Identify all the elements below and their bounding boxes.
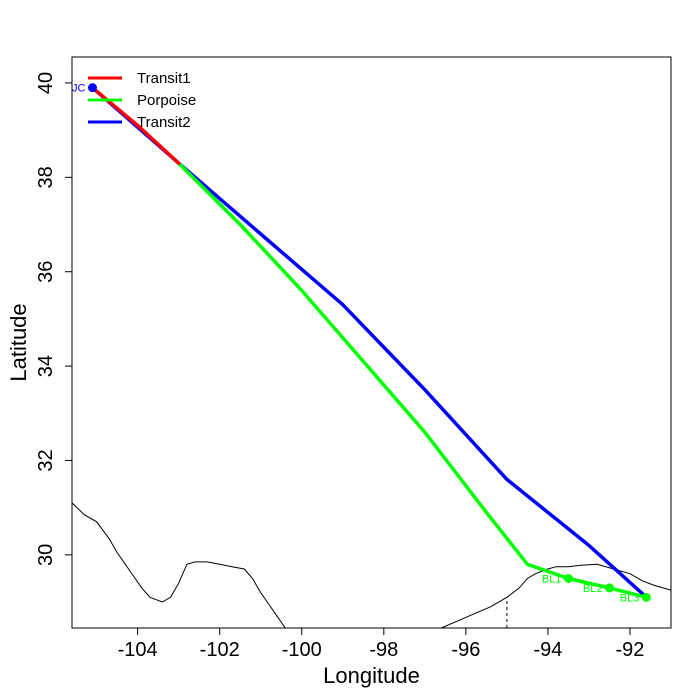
border-line [72,502,286,628]
data-points: JC BL1 BL2 BL3 [72,83,651,604]
plot-frame [71,56,672,629]
x-tick-label: -92 [616,639,645,661]
x-tick-label: -102 [200,639,240,661]
point-bl3 [641,592,651,602]
y-tick-label: 30 [35,544,57,566]
x-tick-label: -96 [451,639,480,661]
point-label-bl3: BL3 [620,592,640,604]
y-tick-label: 32 [35,449,57,471]
series-lines [90,85,649,600]
y-axis-label: Latitude [6,303,31,381]
y-axis: 30 32 34 36 38 40 [35,72,72,566]
coastline [72,502,671,628]
point-bl1 [563,573,573,583]
x-tick-label: -98 [369,639,398,661]
series-line-porpoise [176,161,649,600]
x-tick-label: -104 [118,639,158,661]
legend: Transit1 Porpoise Transit2 [88,70,196,131]
point-label-bl2: BL2 [583,583,603,595]
legend-label-transit2: Transit2 [137,114,191,131]
point-bl2 [604,583,614,593]
legend-label-porpoise: Porpoise [137,92,196,109]
series-line-transit2 [90,85,649,600]
y-tick-label: 36 [35,261,57,283]
y-tick-label: 34 [35,355,57,377]
y-tick-label: 38 [35,166,57,188]
x-tick-label: -94 [533,639,562,661]
y-tick-label: 40 [35,72,57,94]
legend-label-transit1: Transit1 [137,70,191,87]
point-label-jc: JC [72,83,86,95]
x-axis: -104 -102 -100 -98 -96 -94 -92 [118,628,645,661]
gulf-coast-line [441,563,671,628]
point-label-bl1: BL1 [542,573,562,585]
x-tick-label: -100 [282,639,322,661]
x-axis-label: Longitude [323,663,420,688]
point-jc [88,83,98,93]
